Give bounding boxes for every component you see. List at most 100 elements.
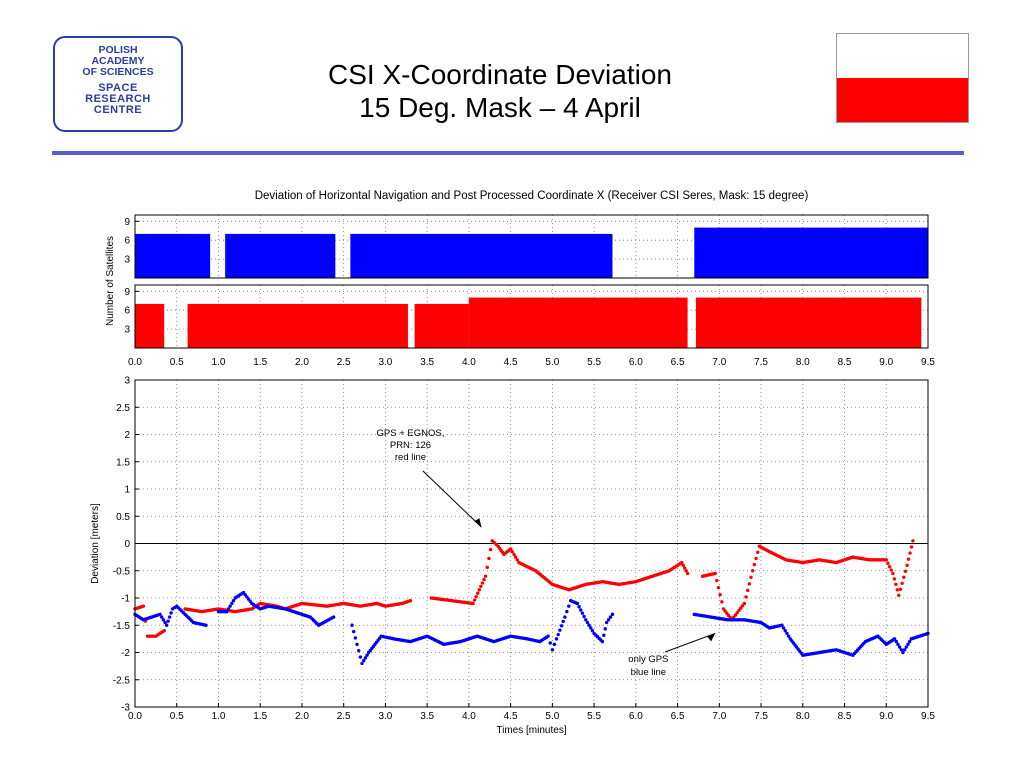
flag-white-stripe (837, 34, 968, 78)
deviation-point (472, 598, 477, 602)
deviation-point (887, 564, 892, 569)
deviation-point (906, 642, 910, 647)
deviation-point (559, 624, 564, 628)
deviation-point (231, 599, 236, 603)
sat-x-tick-label: 5.0 (545, 357, 559, 368)
deviation-point (904, 645, 908, 649)
deviation-point (167, 615, 172, 619)
satellite-bar (135, 233, 211, 278)
deviation-point (680, 560, 684, 565)
x-tick-label: 0.5 (170, 711, 184, 722)
sat-x-tick-label: 9.5 (921, 357, 935, 368)
x-tick-label: 8.5 (838, 711, 852, 722)
deviation-point (602, 633, 606, 637)
deviation-chart: Deviation of Horizontal Navigation and P… (90, 190, 935, 736)
satellite-bar (694, 227, 928, 278)
sat-x-tick-label: 7.5 (754, 357, 768, 368)
deviation-point (512, 552, 516, 557)
sat-x-tick-label: 2.0 (295, 357, 309, 368)
annotation-gps-arrow (664, 632, 716, 653)
deviation-point (508, 547, 513, 551)
deviation-point (365, 653, 369, 657)
deviation-point (909, 545, 914, 549)
deviation-point (786, 634, 791, 638)
deviation-point (898, 587, 903, 591)
x-tick-label: 6.0 (629, 711, 643, 722)
slide-title: CSI X-Coordinate Deviation 15 Deg. Mask … (230, 58, 770, 124)
deviation-point (141, 604, 146, 608)
deviation-point (715, 578, 719, 583)
deviation-point (362, 658, 366, 663)
deviation-point (485, 565, 489, 570)
polish-flag (836, 33, 969, 123)
deviation-point (513, 555, 518, 559)
deviation-point (720, 600, 724, 604)
x-tick-label: 3.5 (420, 711, 434, 722)
deviation-point (610, 612, 615, 617)
deviation-point (558, 628, 562, 632)
x-tick-label: 7.0 (712, 711, 726, 722)
deviation-point (716, 585, 721, 590)
x-tick-label: 2.0 (295, 711, 309, 722)
y-tick-label: 6 (124, 306, 130, 317)
flag-red-stripe (837, 78, 968, 122)
deviation-point (162, 629, 166, 633)
deviation-point (563, 615, 567, 619)
deviation-point (737, 608, 741, 613)
deviation-point (355, 642, 359, 647)
deviation-point (891, 571, 895, 576)
deviation-point (907, 639, 912, 644)
slide-title-line1: CSI X-Coordinate Deviation (328, 59, 672, 90)
x-tick-label: 7.5 (754, 711, 768, 722)
sat-x-tick-label: 9.0 (879, 357, 893, 368)
deviation-point (603, 627, 607, 631)
y-tick-label: 3 (124, 255, 130, 266)
deviation-point (483, 574, 488, 578)
deviation-point (752, 562, 757, 567)
deviation-point (471, 601, 475, 606)
y-tick-label: 6 (124, 236, 130, 247)
deviation-point (582, 614, 586, 619)
logo-bottom-text: SPACE RESEARCH CENTRE (85, 82, 151, 116)
y-tick-label: 9 (124, 217, 130, 228)
sat-x-tick-label: 4.5 (504, 357, 518, 368)
x-tick-label: 9.0 (879, 711, 893, 722)
x-tick-label: 5.0 (545, 711, 559, 722)
x-tick-label: 5.5 (587, 711, 601, 722)
sat-x-tick-label: 4.0 (462, 357, 476, 368)
deviation-point (166, 619, 170, 623)
deviation-point (781, 626, 786, 630)
x-tick-label: 9.5 (921, 711, 935, 722)
sat-x-tick-label: 5.5 (587, 357, 601, 368)
deviation-point (353, 636, 358, 640)
deviation-point (684, 569, 688, 573)
y-tick-label: -0.5 (113, 566, 131, 577)
x-tick-label: 8.0 (796, 711, 810, 722)
deviation-point (785, 631, 789, 636)
satellite-bar (135, 303, 165, 348)
y-tick-label: 2 (124, 430, 130, 441)
annotation-gps: only GPS (628, 654, 668, 665)
logo-polish-academy: POLISH ACADEMY OF SCIENCES SPACE RESEARC… (53, 36, 183, 132)
deviation-point (911, 539, 915, 543)
sat-x-tick-label: 8.5 (838, 357, 852, 368)
deviation-point (739, 606, 743, 610)
deviation-point (548, 641, 552, 645)
deviation-point (900, 581, 904, 585)
y-tick-label: 1 (124, 485, 130, 496)
y-axis-label: Deviation [meters] (90, 503, 101, 584)
deviation-point (408, 599, 413, 603)
deviation-panel-frame (134, 379, 929, 708)
deviation-point (745, 588, 750, 593)
deviation-point (546, 634, 550, 638)
deviation-point (577, 605, 581, 609)
deviation-point (780, 623, 784, 627)
deviation-point (160, 615, 164, 619)
y-tick-label: 3 (124, 376, 130, 387)
deviation-point (158, 612, 162, 617)
deviation-point (590, 629, 595, 633)
deviation-point (902, 648, 907, 652)
deviation-point (479, 584, 483, 589)
deviation-point (903, 569, 908, 573)
annotation-egnos: GPS + EGNOS, (377, 428, 445, 439)
